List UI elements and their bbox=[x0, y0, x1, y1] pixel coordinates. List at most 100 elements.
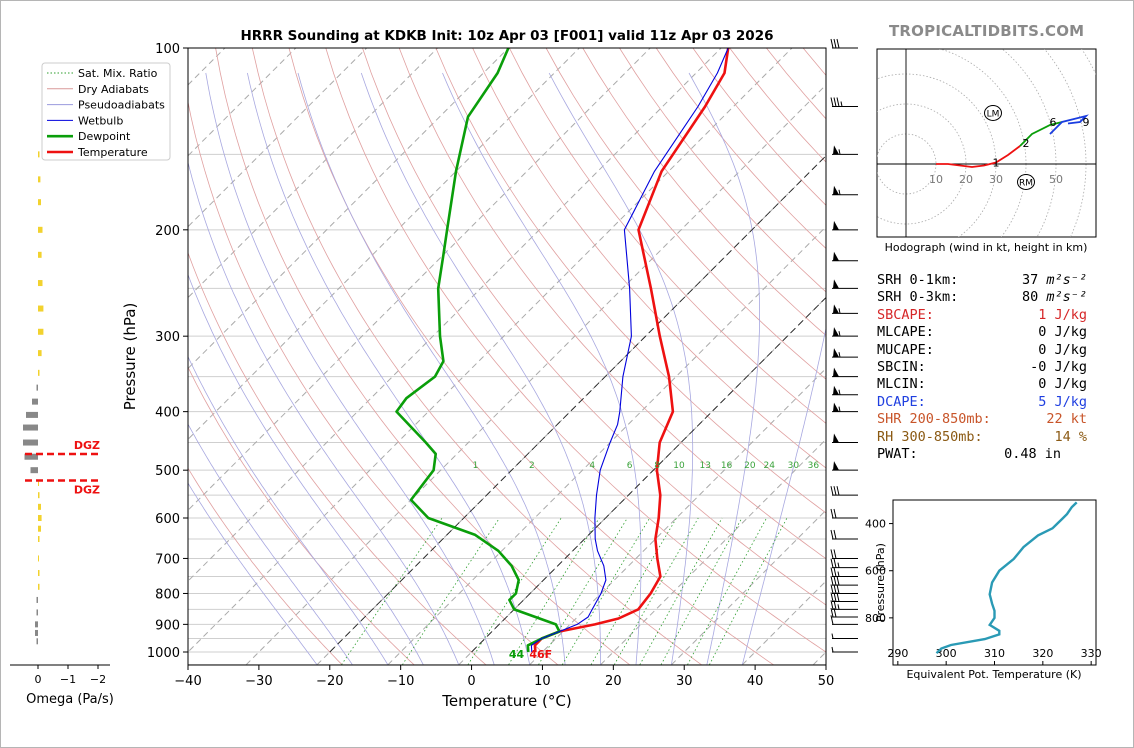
series-wetbulb bbox=[530, 48, 729, 653]
y-tick-label: 800 bbox=[155, 587, 180, 602]
theta-e-plot: 290 300 310 320 330 400 600 800 Equivalent Pot. … bbox=[865, 499, 1102, 681]
mix-ratio-label: 30 bbox=[788, 461, 800, 471]
wind-barb bbox=[832, 402, 858, 413]
legend-box bbox=[41, 62, 171, 161]
x-tick-label: 20 bbox=[605, 674, 622, 689]
omega-bar bbox=[38, 251, 42, 258]
wind-barb bbox=[830, 549, 858, 559]
omega-tick-label: −2 bbox=[90, 673, 106, 686]
mix-ratio-label: 24 bbox=[764, 461, 776, 471]
theta-e-xtick-label: 310 bbox=[984, 647, 1005, 660]
x-axis-label: Temperature (°C) bbox=[441, 692, 571, 710]
theta-e-ytick-label: 600 bbox=[865, 565, 886, 578]
theta-e-ytick-label: 800 bbox=[865, 612, 886, 625]
chart-title: HRRR Sounding at KDKB Init: 10z Apr 03 [… bbox=[240, 28, 773, 44]
series-dewpoint bbox=[395, 48, 561, 653]
omega-bar bbox=[38, 515, 42, 522]
theta-e-xtick-label: 320 bbox=[1032, 647, 1053, 660]
hodo-ring-label: 20 bbox=[959, 173, 973, 186]
omega-bar bbox=[30, 467, 38, 474]
y-tick-label: 200 bbox=[155, 224, 180, 239]
hodograph: 10203040501269LMRMHodograph (wind in kt,… bbox=[876, 48, 1097, 254]
wind-barb bbox=[830, 38, 858, 49]
skewt-axes bbox=[187, 47, 827, 666]
omega-axis-label: Omega (Pa/s) bbox=[26, 692, 114, 707]
wind-barb bbox=[830, 592, 858, 603]
theta-e-ylabel: Pressure (hPa) bbox=[874, 543, 887, 622]
x-tick-label: −40 bbox=[174, 674, 201, 689]
wind-barb bbox=[830, 615, 858, 625]
sfc-temp-label: 46F bbox=[529, 648, 552, 661]
omega-bar bbox=[23, 439, 38, 446]
theta-e-xlabel: Equivalent Pot. Temperature (K) bbox=[906, 668, 1081, 681]
mix-ratio-label: 13 bbox=[700, 461, 711, 471]
legend-entry: Dewpoint bbox=[78, 130, 131, 143]
x-tick-label: −10 bbox=[387, 674, 414, 689]
mix-ratio-label: 6 bbox=[627, 461, 633, 471]
wind-barb bbox=[830, 584, 858, 594]
wind-barb bbox=[830, 529, 858, 540]
omega-bar bbox=[38, 350, 42, 357]
theta-e-xtick-label: 330 bbox=[1081, 647, 1102, 660]
wind-barb bbox=[832, 145, 858, 155]
omega-bar bbox=[38, 369, 40, 376]
hodo-segment bbox=[1019, 121, 1063, 147]
omega-bar bbox=[38, 176, 41, 183]
wind-barb bbox=[832, 367, 858, 378]
hodo-segment bbox=[936, 145, 1021, 168]
omega-bar bbox=[38, 525, 41, 532]
hodo-caption: Hodograph (wind in kt, height in km) bbox=[885, 241, 1088, 254]
y-tick-label: 500 bbox=[155, 464, 180, 479]
omega-bar bbox=[38, 328, 44, 335]
omega-bar bbox=[38, 151, 40, 158]
mix-ratio-label: 4 bbox=[589, 461, 595, 471]
y-tick-label: 300 bbox=[155, 330, 180, 345]
wind-barb bbox=[832, 385, 858, 396]
hodo-height-label: 1 bbox=[993, 157, 1000, 170]
hodo-height-label: 2 bbox=[1023, 137, 1030, 150]
y-tick-label: 400 bbox=[155, 406, 180, 421]
omega-bar bbox=[32, 398, 38, 405]
legend-entry: Temperature bbox=[77, 146, 148, 159]
x-tick-label: 10 bbox=[534, 674, 551, 689]
omega-bar bbox=[38, 280, 43, 287]
legend-entry: Sat. Mix. Ratio bbox=[78, 67, 158, 80]
mix-ratio-label: 2 bbox=[529, 461, 535, 471]
dgz-label: DGZ bbox=[74, 439, 100, 452]
omega-bar bbox=[36, 596, 38, 603]
theta-e-ytick-label: 400 bbox=[865, 518, 886, 531]
legend-entry: Dry Adiabats bbox=[78, 83, 149, 96]
omega-bar bbox=[36, 638, 38, 645]
watermark: TROPICALTIDBITS.COM bbox=[889, 22, 1085, 40]
hodo-marker-label: LM bbox=[987, 110, 1000, 120]
omega-bar bbox=[38, 305, 44, 312]
y-tick-label: 100 bbox=[155, 42, 180, 57]
wind-barb bbox=[830, 567, 858, 578]
y-tick-label: 1000 bbox=[147, 646, 180, 661]
x-tick-label: −20 bbox=[316, 674, 343, 689]
sfc-dewpoint-label: 44 bbox=[509, 648, 525, 661]
omega-bar bbox=[38, 570, 40, 577]
x-tick-label: 0 bbox=[467, 674, 475, 689]
omega-tick-label: −1 bbox=[60, 673, 76, 686]
wind-barb bbox=[832, 279, 858, 289]
omega-bar bbox=[26, 411, 38, 418]
dgz-label: DGZ bbox=[74, 483, 100, 496]
hodo-segment bbox=[1049, 114, 1089, 135]
wind-barb bbox=[831, 633, 858, 640]
y-tick-label: 700 bbox=[155, 552, 180, 567]
wind-barb bbox=[830, 558, 858, 569]
wind-barb bbox=[830, 97, 858, 108]
omega-bar bbox=[36, 384, 38, 391]
mix-ratio-label: 10 bbox=[673, 461, 685, 471]
omega-bar bbox=[24, 453, 38, 460]
theta-e-xtick-label: 290 bbox=[887, 647, 908, 660]
omega-bar bbox=[38, 492, 40, 499]
x-tick-label: 40 bbox=[747, 674, 764, 689]
hodo-ring-label: 50 bbox=[1049, 173, 1063, 186]
mix-ratio-label: 36 bbox=[808, 461, 820, 471]
x-tick-label: −30 bbox=[245, 674, 272, 689]
wind-barb bbox=[832, 327, 858, 337]
mix-ratio-label: 20 bbox=[744, 461, 756, 471]
